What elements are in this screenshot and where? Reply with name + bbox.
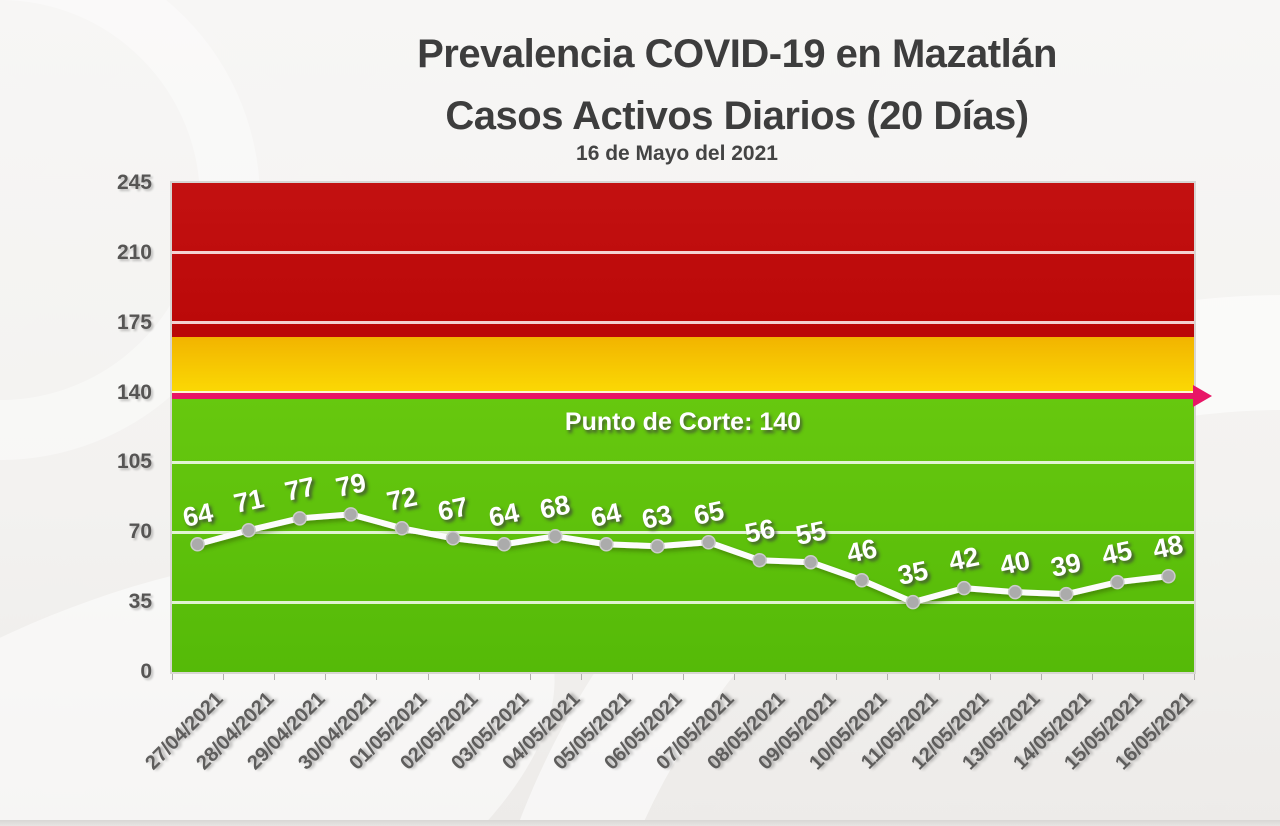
data-point-marker — [445, 531, 461, 546]
data-point-marker — [701, 535, 716, 550]
data-point-marker — [1007, 584, 1023, 600]
axis-tick — [683, 674, 684, 680]
data-point-marker — [496, 537, 512, 552]
data-point-marker — [241, 523, 256, 538]
data-label: 46 — [843, 533, 880, 569]
axis-tick — [172, 674, 173, 680]
title-block: Prevalencia COVID-19 en Mazatlán Casos A… — [194, 34, 1280, 136]
data-label: 55 — [792, 515, 829, 552]
y-axis-label: 140 — [116, 380, 152, 404]
date-block: 16 de Mayo del 2021 — [74, 142, 1280, 166]
data-point-marker — [905, 594, 921, 610]
axis-tick — [427, 674, 429, 680]
axis-tick — [887, 674, 889, 680]
axis-tick — [274, 674, 276, 680]
axis-tick — [989, 674, 991, 680]
data-point-marker — [1110, 574, 1125, 590]
yellow-zone — [172, 336, 1194, 393]
data-label: 65 — [690, 495, 727, 532]
data-label: 77 — [281, 471, 318, 508]
data-point-marker — [854, 572, 870, 588]
data-label: 39 — [1048, 547, 1084, 583]
axis-tick — [734, 674, 736, 680]
series-line — [190, 507, 1176, 610]
data-label: 72 — [384, 481, 420, 518]
axis-tick — [1194, 674, 1195, 680]
line-path — [194, 511, 1172, 606]
y-axis-label: 70 — [128, 520, 152, 544]
axis-tick — [478, 674, 480, 680]
gridline-35 — [172, 600, 1194, 604]
data-point-marker — [394, 521, 410, 536]
data-point-marker — [343, 507, 359, 522]
y-axis-label: 210 — [116, 240, 152, 264]
data-label: 64 — [486, 497, 522, 534]
data-point-marker — [292, 511, 307, 526]
y-axis-label: 105 — [116, 450, 152, 474]
y-axis-label: 35 — [128, 590, 152, 614]
cutoff-line — [172, 392, 1194, 399]
plot-border — [170, 181, 1196, 674]
y-axis-label: 0 — [140, 660, 152, 683]
data-point-marker — [650, 539, 665, 554]
data-label: 79 — [332, 467, 369, 504]
gridline-210 — [172, 251, 1194, 255]
data-point-marker — [1059, 586, 1074, 602]
data-label: 68 — [537, 489, 573, 526]
red-zone — [172, 183, 1194, 337]
chart-subtitle: Casos Activos Diarios (20 Días) — [445, 94, 1029, 138]
data-label: 42 — [946, 541, 982, 577]
bottom-edge-decoration — [0, 820, 1280, 826]
y-axis: 0 35 70 105 140 175 210 245 — [82, 171, 162, 683]
axis-tick — [938, 674, 940, 680]
data-point-marker — [1161, 568, 1176, 584]
gridline-105 — [172, 460, 1194, 464]
data-label: 64 — [588, 497, 625, 534]
data-point-marker — [190, 537, 205, 552]
axis-tick — [836, 674, 838, 680]
data-label: 35 — [895, 555, 931, 591]
axis-tick — [223, 674, 225, 680]
axis-tick — [325, 674, 327, 680]
chart-date: 16 de Mayo del 2021 — [576, 142, 778, 165]
data-point-marker — [599, 537, 614, 552]
cutoff-arrow-icon — [1193, 384, 1212, 407]
data-label: 67 — [435, 491, 471, 528]
axis-tick — [1040, 674, 1042, 680]
cutoff-label: Punto de Corte: 140 — [564, 407, 802, 436]
data-label: 45 — [1099, 535, 1136, 571]
data-label: 40 — [997, 545, 1033, 581]
data-point-marker — [548, 529, 563, 544]
axis-tick — [376, 674, 378, 680]
y-axis-label: 245 — [116, 171, 152, 194]
axis-tick — [529, 674, 531, 680]
data-label: 56 — [741, 513, 778, 550]
data-label: 64 — [179, 497, 216, 534]
axis-tick — [1091, 674, 1093, 680]
data-point-marker — [752, 552, 767, 568]
axis-tick — [580, 674, 582, 680]
axis-tick — [1142, 674, 1144, 680]
axis-tick — [785, 674, 787, 680]
chart: Punto de Corte: 140 64 71 77 79 72 67 64 68 64 63 6… — [117, 171, 1212, 774]
gridline-175 — [172, 321, 1194, 325]
axis-tick — [631, 674, 633, 680]
chart-title: Prevalencia COVID-19 en Mazatlán — [417, 32, 1057, 76]
y-axis-label: 175 — [116, 310, 152, 334]
gridline-70 — [172, 530, 1194, 534]
data-label: 71 — [230, 483, 267, 520]
data-point-marker — [956, 580, 972, 596]
plot-area: Punto de Corte: 140 64 71 77 79 72 67 64 68 64 63 6… — [172, 183, 1212, 672]
data-point-marker — [803, 554, 818, 570]
